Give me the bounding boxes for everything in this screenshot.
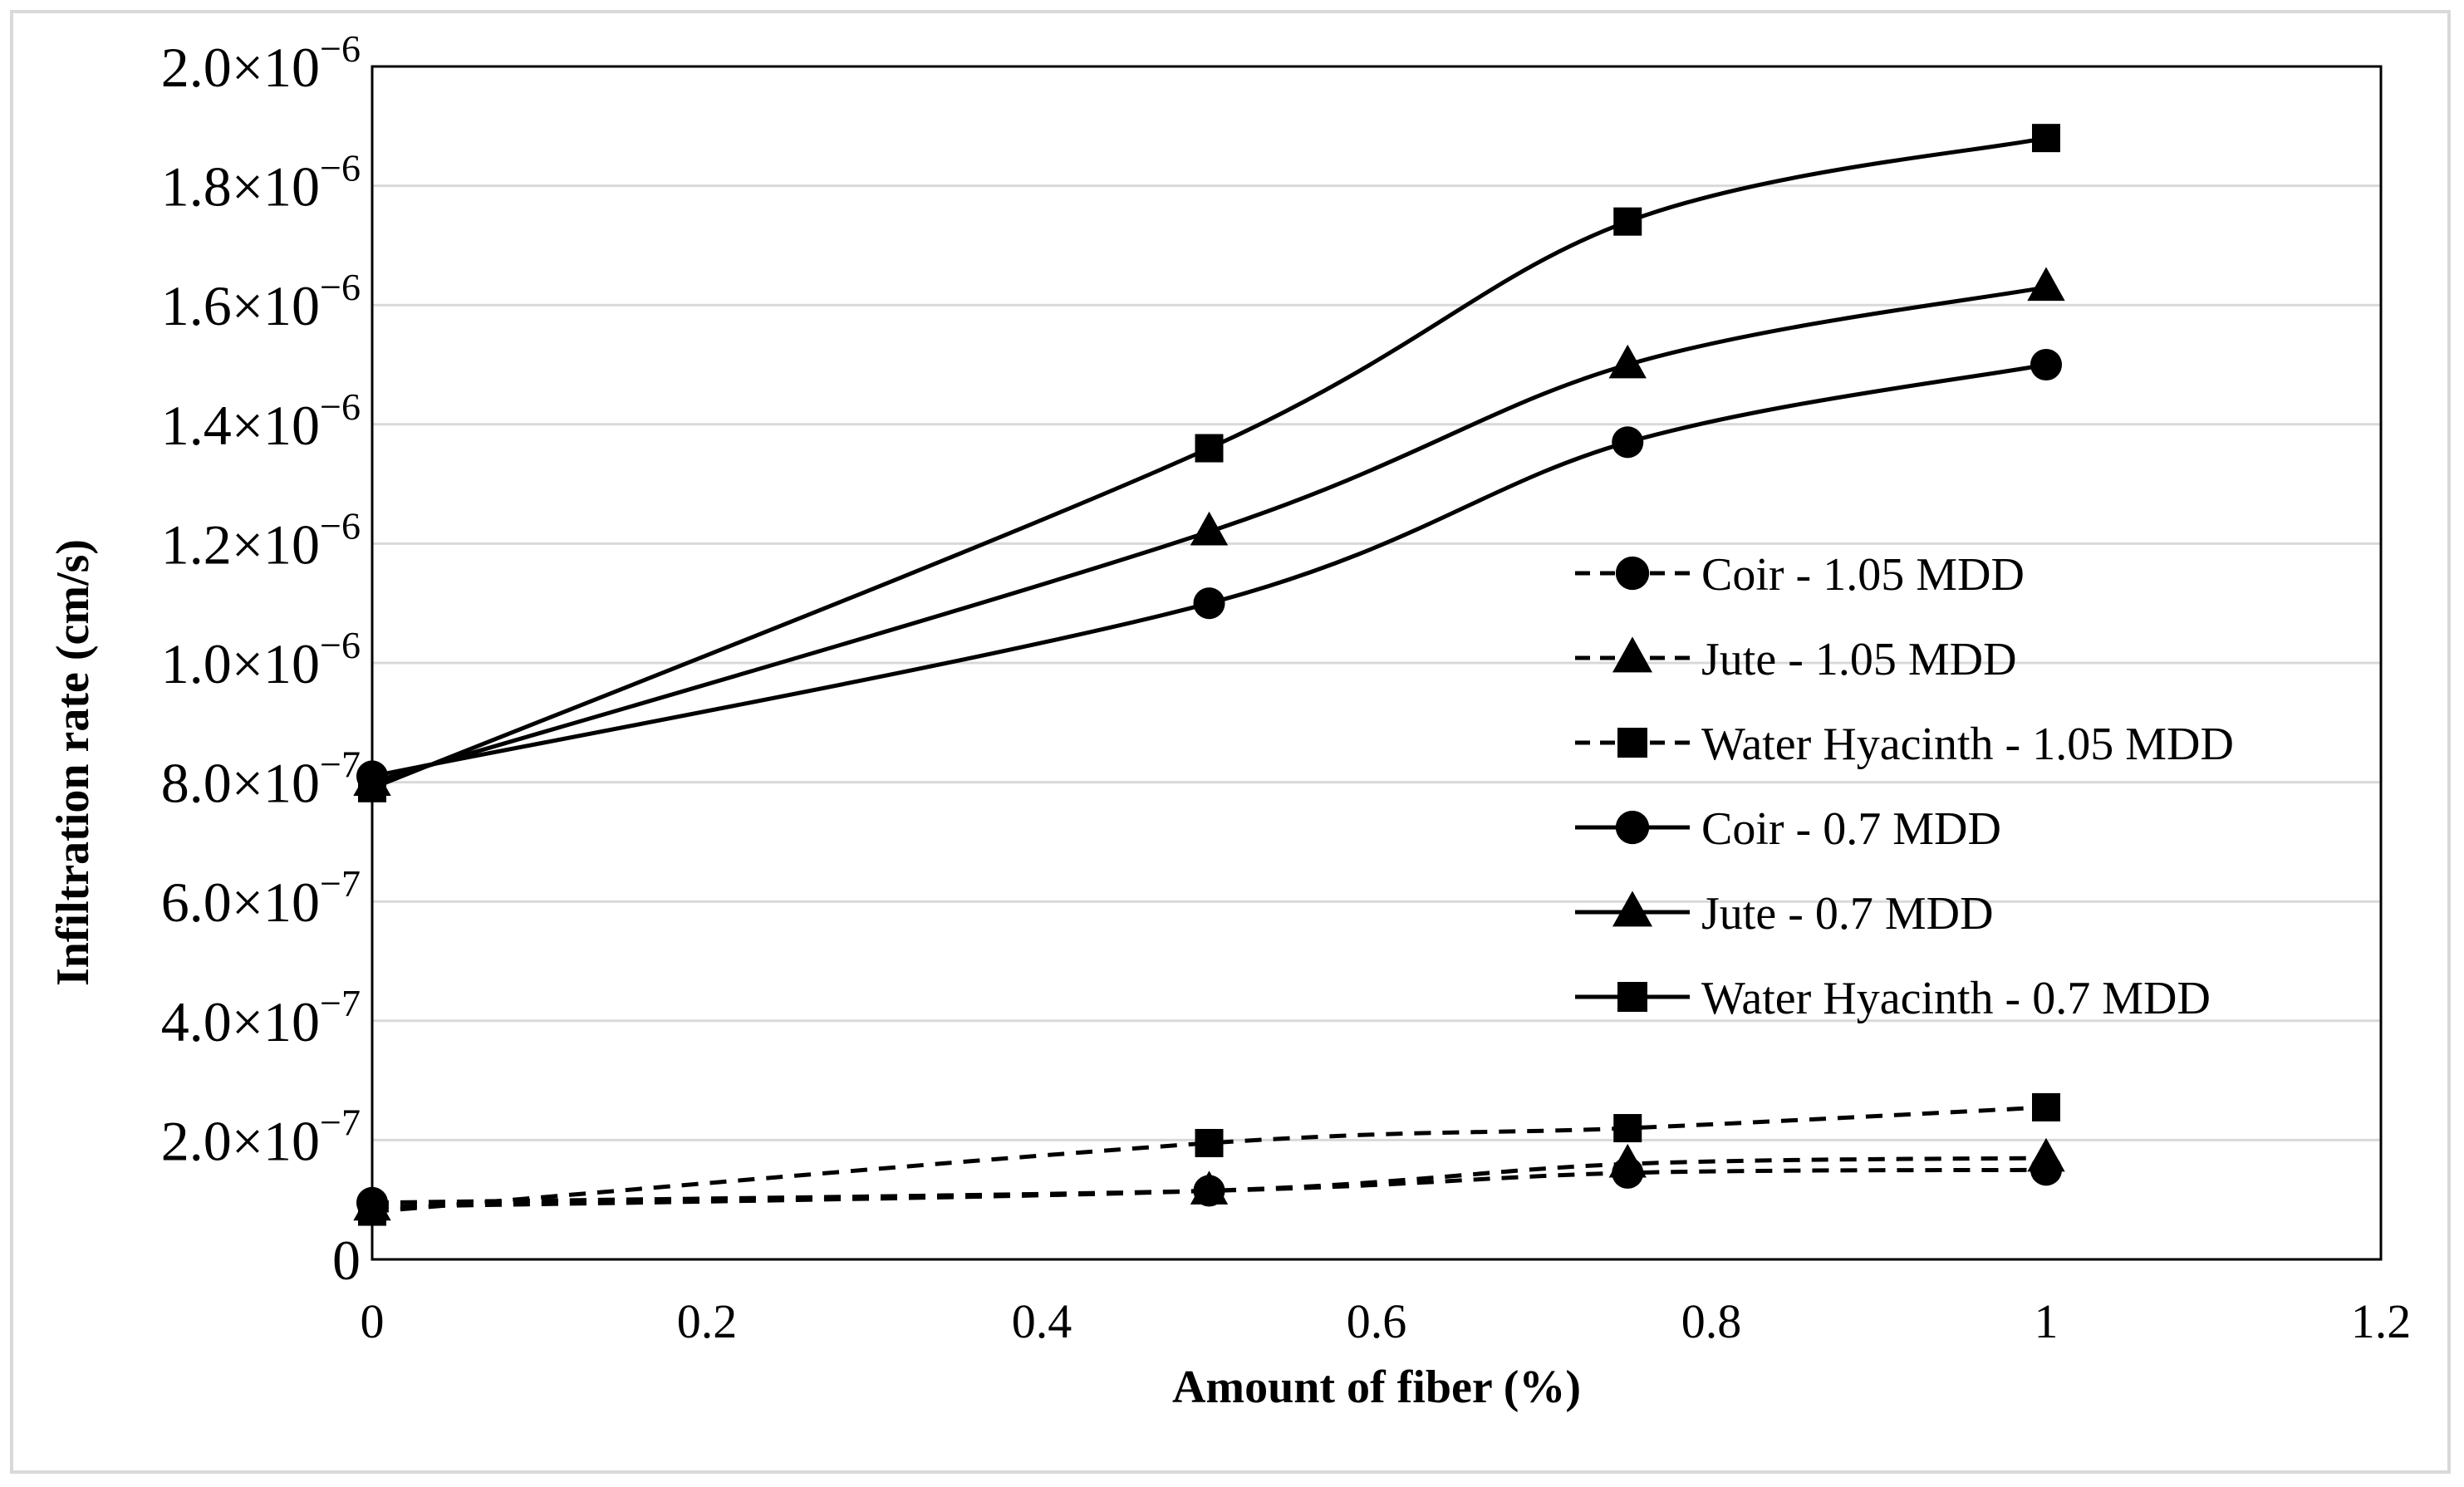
y-axis-title: Infiltration rate (cm/s) bbox=[47, 539, 99, 986]
y-tick-label: 1.2×10−6 bbox=[161, 504, 361, 576]
plot-area-border bbox=[371, 65, 2383, 1261]
y-tick-label: 6.0×10−7 bbox=[161, 862, 361, 934]
data-point bbox=[1195, 1128, 1224, 1157]
y-tick-label: 1.4×10−6 bbox=[161, 385, 361, 457]
series-lines bbox=[371, 135, 2047, 1215]
x-tick-label: 0 bbox=[361, 1294, 385, 1348]
chart-frame: 0 2.0×10−7 4.0×10−7 6.0×10−7 8.0×10−7 1.0×10−… bbox=[10, 10, 2451, 1474]
x-tick-label: 0.4 bbox=[1012, 1294, 1072, 1348]
x-axis-ticks: 0 0.2 0.4 0.6 0.8 1 1.2 bbox=[361, 1294, 2412, 1348]
series-line-6 bbox=[371, 135, 2047, 791]
data-point bbox=[1608, 344, 1647, 379]
series-markers bbox=[353, 124, 2065, 1226]
series-line-4 bbox=[371, 362, 2047, 778]
y-tick-label: 1.8×10−6 bbox=[161, 147, 361, 218]
series-line-1 bbox=[371, 1167, 2047, 1205]
data-point bbox=[2032, 124, 2060, 153]
series-line-2 bbox=[371, 1156, 2047, 1210]
data-point bbox=[1195, 434, 1224, 463]
series-line-3 bbox=[371, 1105, 2047, 1215]
y-tick-label: 1.6×10−6 bbox=[161, 266, 361, 337]
data-point bbox=[2032, 1092, 2060, 1121]
x-tick-label: 0.8 bbox=[1681, 1294, 1742, 1348]
legend-label: Water Hyacinth - 1.05 MDD bbox=[1701, 719, 2234, 770]
data-point bbox=[2027, 267, 2065, 302]
legend: Coir - 1.05 MDD Jute - 1.05 MDD Water Hyac… bbox=[1575, 549, 2234, 1024]
y-tick-label: 1.0×10−6 bbox=[161, 624, 361, 695]
legend-marker bbox=[1612, 891, 1653, 927]
legend-marker bbox=[1617, 728, 1647, 758]
legend-label: Jute - 0.7 MDD bbox=[1701, 888, 1994, 940]
series-line-5 bbox=[371, 285, 2047, 784]
legend-marker bbox=[1617, 982, 1647, 1012]
data-point bbox=[1190, 511, 1229, 546]
legend-label: Coir - 1.05 MDD bbox=[1701, 549, 2025, 601]
data-point bbox=[1608, 1143, 1647, 1178]
x-axis-title: Amount of fiber (%) bbox=[1172, 1362, 1581, 1413]
legend-label: Water Hyacinth - 0.7 MDD bbox=[1701, 973, 2211, 1024]
data-point bbox=[1190, 1170, 1229, 1205]
y-tick-label: 4.0×10−7 bbox=[161, 982, 361, 1053]
x-tick-label: 1 bbox=[2035, 1294, 2059, 1348]
legend-marker bbox=[1615, 810, 1650, 845]
y-tick-label: 2.0×10−7 bbox=[161, 1101, 361, 1172]
data-point bbox=[1613, 1114, 1642, 1143]
data-point bbox=[2027, 1137, 2065, 1172]
legend-marker bbox=[1612, 636, 1653, 673]
legend-label: Jute - 1.05 MDD bbox=[1701, 634, 2017, 685]
y-tick-label: 0 bbox=[332, 1229, 361, 1292]
x-tick-label: 0.6 bbox=[1347, 1294, 1407, 1348]
y-tick-label: 8.0×10−7 bbox=[161, 744, 361, 815]
gridlines bbox=[372, 184, 2381, 1141]
y-tick-label: 2.0×10−6 bbox=[161, 27, 361, 99]
legend-label: Coir - 0.7 MDD bbox=[1701, 803, 2001, 855]
x-tick-label: 1.2 bbox=[2351, 1294, 2412, 1348]
data-point bbox=[1612, 426, 1644, 459]
data-point bbox=[2030, 348, 2063, 381]
data-point bbox=[1613, 207, 1642, 236]
y-axis-ticks: 0 2.0×10−7 4.0×10−7 6.0×10−7 8.0×10−7 1.0×10−… bbox=[161, 27, 361, 1292]
data-point bbox=[1193, 587, 1225, 620]
legend-marker bbox=[1615, 556, 1650, 591]
x-tick-label: 0.2 bbox=[677, 1294, 738, 1348]
line-chart: 0 2.0×10−7 4.0×10−7 6.0×10−7 8.0×10−7 1.0×10−… bbox=[47, 27, 2412, 1413]
